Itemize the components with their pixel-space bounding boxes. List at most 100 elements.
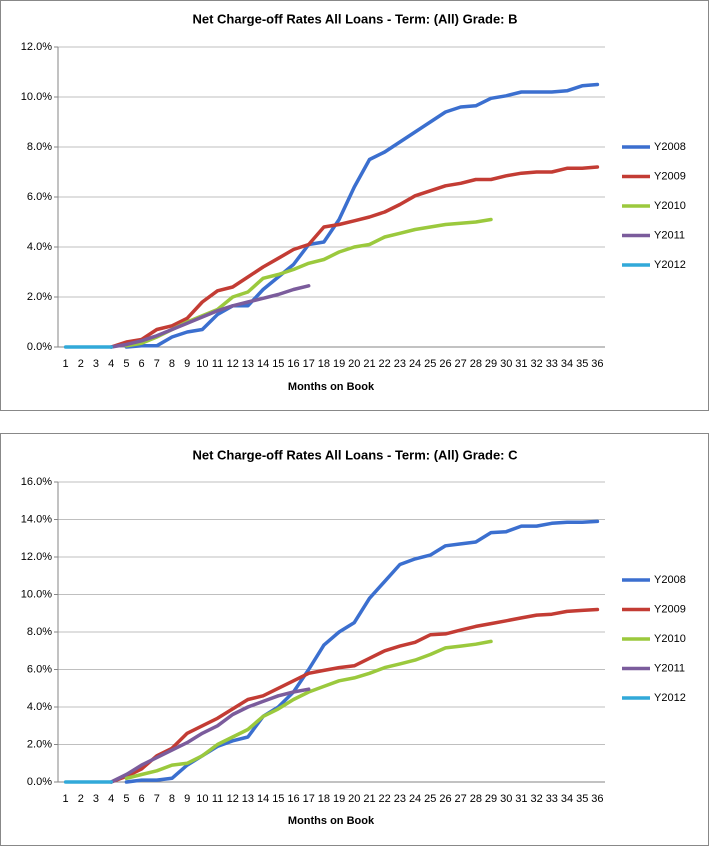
x-tick-label: 11 xyxy=(212,793,223,805)
x-tick-label: 35 xyxy=(576,793,588,805)
y-tick-label: 10.0% xyxy=(21,588,52,600)
y-tick-label: 8.0% xyxy=(27,141,52,153)
x-tick-label: 16 xyxy=(287,358,299,370)
x-tick-label: 9 xyxy=(184,358,190,370)
x-tick-label: 21 xyxy=(363,358,375,370)
x-tick-label: 29 xyxy=(485,793,497,805)
y-tick-label: 2.0% xyxy=(27,291,52,303)
x-tick-label: 16 xyxy=(287,793,299,805)
series-line xyxy=(124,639,493,781)
x-tick-label: 1 xyxy=(63,358,69,370)
chart-frame xyxy=(0,0,709,411)
x-tick-label: 32 xyxy=(531,358,543,370)
x-tick-label: 8 xyxy=(169,793,175,805)
y-tick-label: 14.0% xyxy=(21,513,52,525)
y-tick-label: 8.0% xyxy=(27,626,52,638)
x-tick-label: 30 xyxy=(500,793,512,805)
x-tick-label: 5 xyxy=(123,793,129,805)
y-tick-label: 0.0% xyxy=(27,341,52,353)
x-tick-label: 28 xyxy=(470,358,482,370)
x-tick-label: 2 xyxy=(78,358,84,370)
x-tick-label: 15 xyxy=(272,793,284,805)
x-tick-label: 35 xyxy=(576,358,588,370)
x-tick-label: 6 xyxy=(139,793,145,805)
chart-title: Net Charge-off Rates All Loans - Term: (… xyxy=(192,447,518,462)
x-tick-label: 4 xyxy=(108,358,114,370)
x-tick-label: 30 xyxy=(500,358,512,370)
series-line xyxy=(109,687,311,784)
x-tick-label: 12 xyxy=(227,793,239,805)
x-tick-label: 36 xyxy=(591,793,603,805)
x-tick-label: 34 xyxy=(561,793,573,805)
x-tick-label: 36 xyxy=(591,358,603,370)
legend-label: Y2012 xyxy=(654,259,686,271)
x-tick-label: 14 xyxy=(257,793,269,805)
x-tick-label: 12 xyxy=(227,358,239,370)
x-tick-label: 11 xyxy=(212,358,223,370)
y-tick-label: 6.0% xyxy=(27,191,52,203)
x-tick-label: 3 xyxy=(93,358,99,370)
x-tick-label: 33 xyxy=(546,793,558,805)
x-tick-label: 32 xyxy=(531,793,543,805)
x-tick-label: 2 xyxy=(78,793,84,805)
legend-label: Y2008 xyxy=(654,574,686,586)
x-tick-label: 20 xyxy=(348,793,360,805)
x-tick-label: 31 xyxy=(515,358,527,370)
legend-label: Y2011 xyxy=(654,662,685,674)
x-tick-label: 13 xyxy=(242,358,254,370)
x-tick-label: 20 xyxy=(348,358,360,370)
x-tick-label: 24 xyxy=(409,793,421,805)
x-tick-label: 6 xyxy=(139,358,145,370)
x-tick-label: 19 xyxy=(333,358,345,370)
x-tick-label: 4 xyxy=(108,793,114,805)
x-tick-label: 13 xyxy=(242,793,254,805)
x-tick-label: 29 xyxy=(485,358,497,370)
x-tick-label: 26 xyxy=(439,358,451,370)
y-tick-label: 16.0% xyxy=(21,476,52,488)
x-tick-label: 31 xyxy=(515,793,527,805)
x-tick-label: 23 xyxy=(394,358,406,370)
x-tick-label: 18 xyxy=(318,793,330,805)
x-tick-label: 24 xyxy=(409,358,421,370)
legend-label: Y2010 xyxy=(654,633,686,645)
y-tick-label: 6.0% xyxy=(27,663,52,675)
series-line xyxy=(109,607,600,784)
y-tick-label: 0.0% xyxy=(27,776,52,788)
x-tick-label: 18 xyxy=(318,358,330,370)
x-tick-label: 34 xyxy=(561,358,573,370)
y-tick-label: 2.0% xyxy=(27,738,52,750)
x-tick-label: 3 xyxy=(93,793,99,805)
legend-label: Y2010 xyxy=(654,200,686,212)
x-tick-label: 19 xyxy=(333,793,345,805)
x-axis-title: Months on Book xyxy=(288,815,375,827)
y-tick-label: 4.0% xyxy=(27,241,52,253)
chart-title: Net Charge-off Rates All Loans - Term: (… xyxy=(192,11,517,26)
x-tick-label: 22 xyxy=(379,793,391,805)
legend-label: Y2011 xyxy=(654,229,685,241)
x-tick-label: 7 xyxy=(154,358,160,370)
x-tick-label: 28 xyxy=(470,793,482,805)
x-tick-label: 22 xyxy=(379,358,391,370)
series-line xyxy=(109,284,311,349)
x-tick-label: 23 xyxy=(394,793,406,805)
x-tick-label: 10 xyxy=(196,358,208,370)
x-tick-label: 25 xyxy=(424,358,436,370)
x-tick-label: 14 xyxy=(257,358,269,370)
legend-label: Y2012 xyxy=(654,692,686,704)
x-tick-label: 17 xyxy=(303,793,315,805)
x-tick-label: 27 xyxy=(455,358,467,370)
x-tick-label: 25 xyxy=(424,793,436,805)
y-tick-label: 10.0% xyxy=(21,91,52,103)
x-axis-title: Months on Book xyxy=(288,381,375,393)
x-tick-label: 5 xyxy=(123,358,129,370)
x-tick-label: 33 xyxy=(546,358,558,370)
x-tick-label: 21 xyxy=(363,793,375,805)
x-tick-label: 9 xyxy=(184,793,190,805)
legend-label: Y2009 xyxy=(654,170,686,182)
x-tick-label: 27 xyxy=(455,793,467,805)
x-tick-label: 26 xyxy=(439,793,451,805)
series-line xyxy=(109,165,600,349)
x-tick-label: 8 xyxy=(169,358,175,370)
legend-label: Y2009 xyxy=(654,603,686,615)
